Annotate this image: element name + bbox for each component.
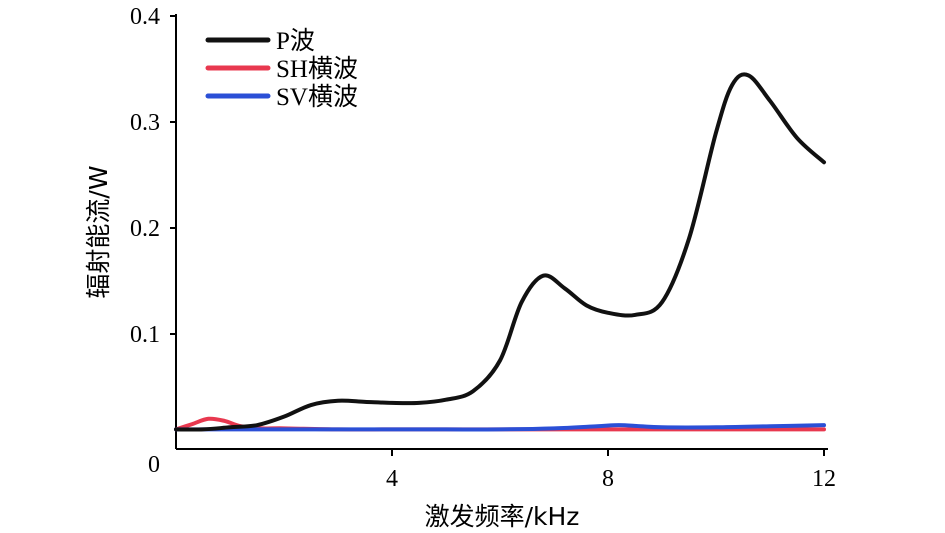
y-tick-label: 0.3 [130,110,160,136]
series-line-2 [174,423,826,432]
y-tick-label: 0 [148,452,160,478]
legend-label: SH横波 [276,55,358,83]
y-ticks: 0 0.1 0.2 0.3 0.4 [130,4,176,478]
y-axis-title: 辐射能流/W [84,165,113,298]
chart-axes [175,14,828,450]
x-tick-label: 8 [602,466,614,492]
y-tick-label: 0.1 [130,322,160,348]
series-lines [174,72,826,432]
x-axis-title: 激发频率/kHz [425,502,580,531]
x-ticks: 4 8 12 [386,449,836,492]
legend-label: P波 [276,27,315,55]
series-line-0 [174,72,826,432]
y-tick-label: 0.2 [130,216,160,242]
x-tick-label: 12 [812,466,836,492]
legend-label: SV横波 [276,83,358,111]
x-tick-label: 4 [386,466,398,492]
y-tick-label: 0.4 [130,4,160,30]
